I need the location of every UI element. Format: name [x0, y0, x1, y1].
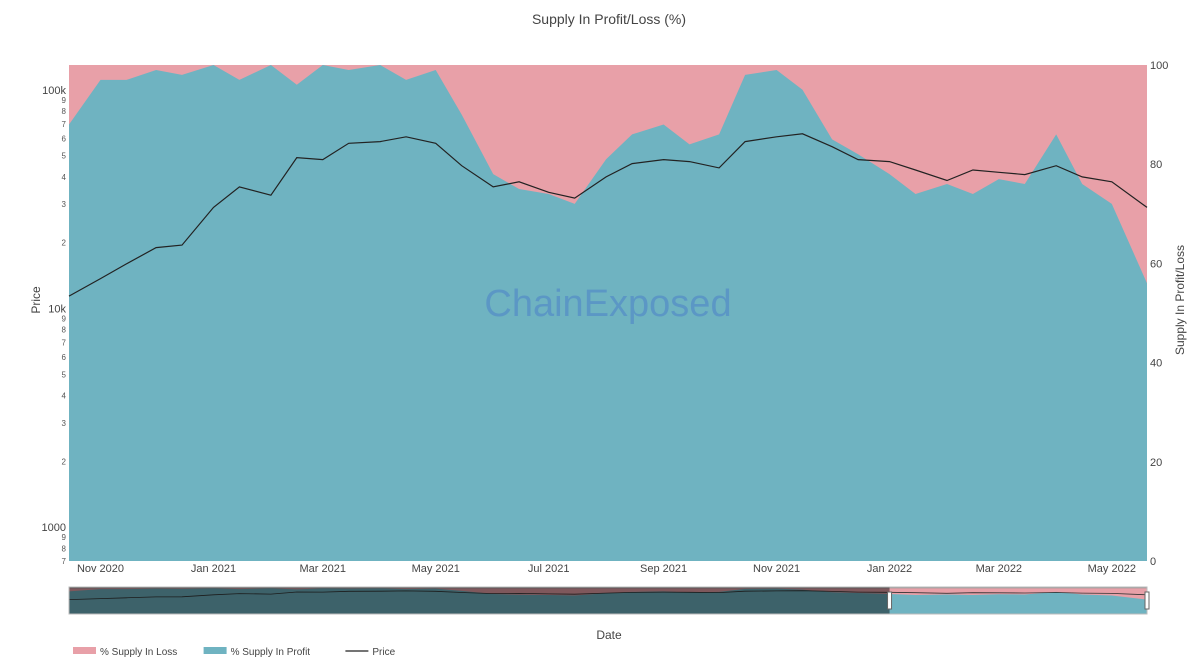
y-left-minor-tick-label: 8 — [62, 326, 67, 335]
legend-item: % Supply In Profit — [203, 647, 311, 658]
axes: Nov 2020 Jan 2021 Mar 2021 May 2021 Jul 2021… — [42, 60, 1169, 575]
y-left-minor-tick-label: 4 — [62, 392, 67, 401]
x-axis-title: Date — [596, 628, 622, 642]
x-tick-label: Mar 2022 — [976, 563, 1022, 575]
y-right-tick-label: 80 — [1150, 159, 1162, 171]
x-tick-label: Nov 2021 — [753, 563, 800, 575]
y-left-minor-tick-label: 4 — [62, 173, 67, 182]
range-slider[interactable] — [68, 586, 1150, 615]
profit-area — [69, 65, 1147, 561]
x-tick-label: May 2022 — [1088, 563, 1136, 575]
y-right-tick-label: 100 — [1150, 60, 1168, 72]
slider-handle-left[interactable] — [887, 591, 893, 610]
y-left-tick-label: 10k — [48, 304, 66, 316]
y-left-minor-tick-label: 9 — [62, 96, 67, 105]
legend-swatch — [73, 647, 96, 654]
chart-title: Supply In Profit/Loss (%) — [532, 11, 686, 27]
legend-item: % Supply In Loss — [73, 647, 177, 658]
y-left-minor-tick-label: 8 — [62, 107, 67, 116]
y-left-minor-tick-label: 2 — [62, 457, 67, 466]
legend-label: % Supply In Loss — [100, 647, 177, 658]
x-tick-label: Nov 2020 — [77, 563, 124, 575]
y-right-tick-label: 20 — [1150, 457, 1162, 469]
y-left-minor-tick-label: 3 — [62, 200, 67, 209]
slider-price-line — [68, 590, 1148, 600]
y-left-minor-tick-label: 7 — [62, 557, 67, 566]
price-line — [68, 133, 1148, 297]
slider-mask-left — [69, 587, 890, 614]
y-axis-left-title: Price — [29, 286, 43, 314]
y-left-minor-tick-label: 9 — [62, 533, 67, 542]
x-tick-label: Sep 2021 — [640, 563, 687, 575]
legend-label: Price — [372, 647, 395, 658]
y-left-minor-tick-label: 8 — [62, 544, 67, 553]
slider-profit-area — [69, 588, 1147, 614]
y-left-tick-label: 100k — [42, 85, 66, 97]
legend: % Supply In Loss % Supply In Profit Price — [73, 647, 396, 658]
watermark: ChainExposed — [484, 283, 731, 325]
y-left-minor-tick-label: 5 — [62, 370, 67, 379]
x-tick-label: May 2021 — [412, 563, 460, 575]
x-tick-label: Mar 2021 — [300, 563, 346, 575]
x-tick-label: Jan 2022 — [867, 563, 912, 575]
y-left-minor-tick-label: 7 — [62, 338, 67, 347]
y-right-tick-label: 40 — [1150, 358, 1162, 370]
x-tick-label: Jul 2021 — [528, 563, 570, 575]
y-left-minor-tick-label: 5 — [62, 152, 67, 161]
plot-area[interactable] — [68, 65, 1148, 561]
y-right-tick-label: 0 — [1150, 556, 1156, 568]
y-left-minor-tick-label: 9 — [62, 315, 67, 324]
y-left-tick-label: 1000 — [42, 522, 66, 534]
y-left-minor-tick-label: 6 — [62, 134, 67, 143]
y-left-minor-tick-label: 7 — [62, 120, 67, 129]
y-axis-right-title: Supply In Profit/Loss — [1173, 245, 1187, 355]
y-left-minor-tick-label: 2 — [62, 239, 67, 248]
x-tick-label: Jan 2021 — [191, 563, 236, 575]
legend-swatch — [203, 647, 227, 654]
y-left-minor-tick-label: 3 — [62, 419, 67, 428]
slider-handle-right[interactable] — [1144, 591, 1150, 610]
y-left-minor-tick-label: 6 — [62, 353, 67, 362]
y-right-tick-label: 60 — [1150, 258, 1162, 270]
legend-label: % Supply In Profit — [231, 647, 311, 658]
legend-item: Price — [345, 647, 396, 658]
